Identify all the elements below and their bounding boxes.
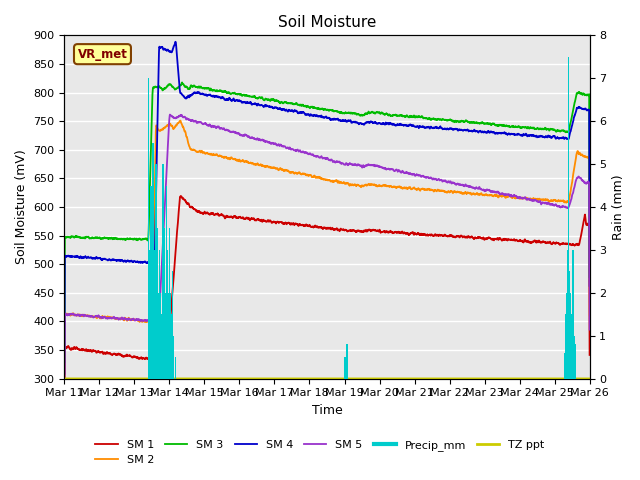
Title: Soil Moisture: Soil Moisture [278,15,376,30]
Bar [571,314,572,379]
Bar [569,271,570,379]
Bar [572,250,573,379]
Bar [567,250,568,379]
Bar [156,164,157,379]
Legend: SM 1, SM 2, SM 3, SM 4, SM 5, Precip_mm, TZ ppt: SM 1, SM 2, SM 3, SM 4, SM 5, Precip_mm,… [91,435,549,469]
Bar [159,250,160,379]
Bar [163,164,164,379]
Bar [164,293,166,379]
Bar [159,293,161,379]
X-axis label: Time: Time [312,404,342,417]
Bar [169,228,170,379]
Bar [154,250,155,379]
Y-axis label: Soil Moisture (mV): Soil Moisture (mV) [15,150,28,264]
Bar [568,57,570,379]
Bar [148,250,150,379]
Bar [154,271,156,379]
Bar [172,271,173,379]
Bar [574,344,575,379]
Bar [171,314,172,379]
Bar [564,314,566,379]
Bar [150,186,152,379]
Bar [148,78,149,379]
Bar [175,357,177,379]
Bar [161,314,162,379]
Bar [163,228,165,379]
Bar [570,293,572,379]
Bar [344,357,346,379]
Text: VR_met: VR_met [77,48,127,60]
Bar [566,293,567,379]
Bar [152,143,154,379]
Bar [151,293,153,379]
Bar [157,228,158,379]
Bar [564,353,565,379]
Y-axis label: Rain (mm): Rain (mm) [612,174,625,240]
Bar [157,293,159,379]
Bar [173,336,174,379]
Bar [573,336,575,379]
Bar [166,186,167,379]
Bar [166,250,168,379]
Bar [170,293,172,379]
Bar [150,271,151,379]
Bar [168,293,169,379]
Bar [346,344,348,379]
